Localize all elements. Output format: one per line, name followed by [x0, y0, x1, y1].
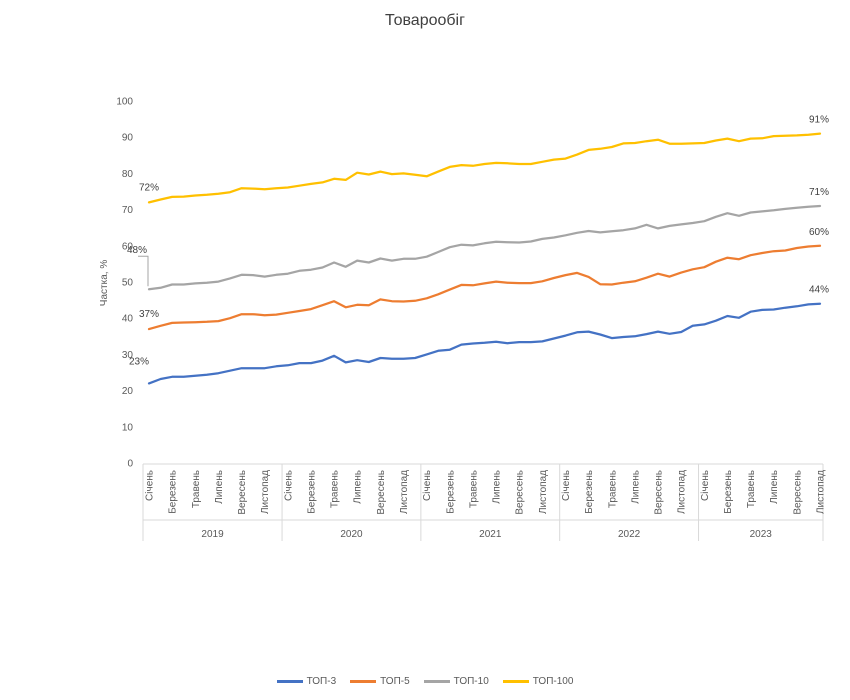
- y-tick-label: 10: [122, 422, 134, 433]
- x-tick-label: Січень: [283, 470, 294, 501]
- year-label: 2022: [618, 529, 641, 540]
- x-tick-label: Березень: [306, 470, 317, 514]
- x-tick-label: Березень: [584, 470, 595, 514]
- x-tick-label: Січень: [422, 470, 433, 501]
- data-label-first: 23%: [129, 356, 149, 367]
- x-tick-label: Липень: [492, 470, 503, 504]
- year-label: 2023: [750, 529, 773, 540]
- x-axis: 2019 2020 2021 2022 2023 Січень Березень Травен…: [142, 463, 827, 541]
- x-tick-label: Листопад: [538, 470, 549, 514]
- y-tick-label: 0: [127, 459, 133, 470]
- series-layer: [147, 132, 822, 385]
- x-tick-label: Вересень: [515, 470, 526, 515]
- y-tick-label: 90: [122, 133, 134, 144]
- data-labels: 23% 44% 37% 60% 48% 71% 72% 91%: [127, 115, 829, 368]
- year-label: 2019: [201, 529, 224, 540]
- legend-label: ТОП-10: [453, 676, 489, 687]
- data-label-first: 37%: [139, 309, 159, 320]
- y-tick-label: 30: [122, 350, 134, 361]
- x-tick-label: Травень: [330, 470, 341, 508]
- legend-item: ТОП-5: [350, 676, 410, 687]
- y-tick-label: 50: [122, 278, 134, 289]
- x-tick-label: Січень: [700, 470, 711, 501]
- data-label-first: 48%: [127, 245, 147, 256]
- legend-item: ТОП-10: [423, 676, 489, 687]
- data-label-last: 71%: [809, 187, 829, 198]
- x-tick-label: Липень: [769, 470, 780, 504]
- y-tick-label: 60: [122, 241, 134, 252]
- legend-swatch: [423, 680, 450, 683]
- x-tick-label: Травень: [191, 470, 202, 508]
- x-tick-label: Березень: [723, 470, 734, 514]
- x-tick-label: Листопад: [399, 470, 410, 514]
- y-tick-label: 20: [122, 386, 134, 397]
- legend: ТОП-3 ТОП-5 ТОП-10 ТОП-100: [0, 676, 850, 687]
- y-tick-label: 70: [122, 205, 134, 216]
- x-tick-label: Листопад: [816, 470, 827, 514]
- x-tick-label: Січень: [145, 470, 156, 501]
- legend-swatch: [276, 680, 303, 683]
- legend-label: ТОП-100: [532, 676, 574, 687]
- y-axis-label: Частка, %: [99, 260, 110, 307]
- data-label-last: 91%: [809, 115, 829, 126]
- y-axis: 0 10 20 30 40 50 60 70 80 90 100: [116, 97, 133, 470]
- leader-line: [138, 255, 149, 287]
- x-tick-label: Вересень: [792, 470, 803, 515]
- x-tick-label: Липень: [214, 470, 225, 504]
- x-tick-label: Вересень: [237, 470, 248, 515]
- series-line: [147, 244, 822, 331]
- x-tick-label: Травень: [746, 470, 757, 508]
- x-tick-label: Травень: [607, 470, 618, 508]
- x-tick-label: Липень: [353, 470, 364, 504]
- series-line: [147, 204, 822, 291]
- legend-swatch: [502, 680, 529, 683]
- y-tick-label: 100: [116, 97, 133, 108]
- data-label-first: 72%: [139, 182, 159, 193]
- x-tick-label: Березень: [445, 470, 456, 514]
- year-label: 2020: [340, 529, 363, 540]
- x-tick-label: Листопад: [677, 470, 688, 514]
- x-tick-label: Січень: [561, 470, 572, 501]
- x-tick-label: Липень: [630, 470, 641, 504]
- legend-label: ТОП-3: [306, 676, 337, 687]
- series-line: [147, 132, 822, 204]
- legend-item: ТОП-100: [502, 676, 574, 687]
- legend-item: ТОП-3: [276, 676, 337, 687]
- chart-title: Товарообіг: [385, 12, 465, 29]
- series-line: [147, 302, 822, 385]
- y-tick-label: 40: [122, 314, 134, 325]
- x-tick-label: Травень: [468, 470, 479, 508]
- legend-swatch: [350, 680, 377, 683]
- data-label-last: 60%: [809, 227, 829, 238]
- y-tick-label: 80: [122, 169, 134, 180]
- x-tick-label: Вересень: [654, 470, 665, 515]
- data-label-last: 44%: [809, 285, 829, 296]
- year-label: 2021: [479, 529, 502, 540]
- x-tick-label: Вересень: [376, 470, 387, 515]
- x-tick-label: Березень: [168, 470, 179, 514]
- legend-label: ТОП-5: [380, 676, 410, 687]
- x-tick-label: Листопад: [260, 470, 271, 514]
